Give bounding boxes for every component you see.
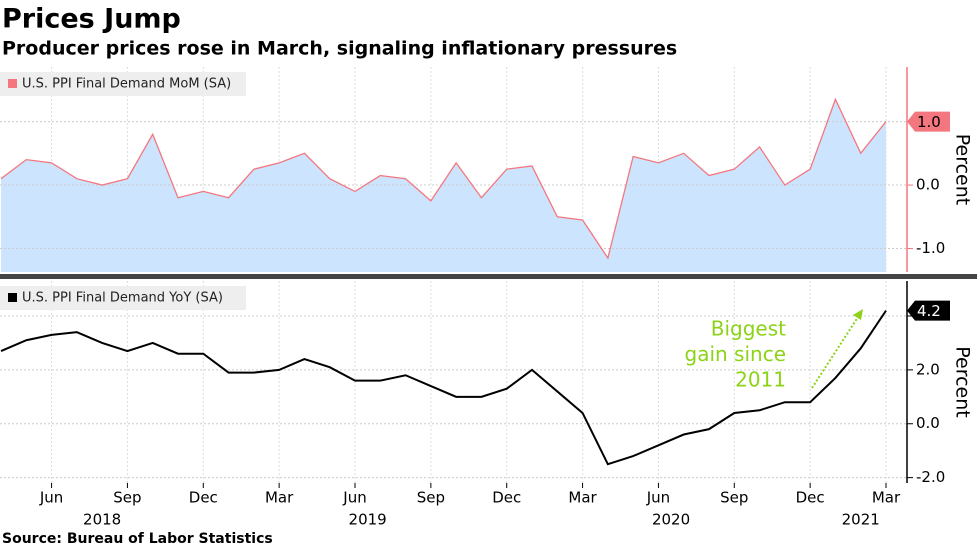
subtitle: Producer prices rose in March, signaling…: [2, 38, 677, 60]
annotation-arrow: [811, 313, 861, 389]
panel-separator: [0, 274, 977, 279]
legend-box: [0, 72, 246, 96]
y-axis-label: Percent: [952, 346, 974, 418]
year-label: 2020: [652, 511, 690, 529]
x-tick-label: Jun: [39, 489, 63, 507]
line: [0, 97, 887, 260]
legend-box: [0, 286, 246, 310]
x-tick-label: Mar: [872, 489, 901, 507]
x-tick-label: Dec: [492, 489, 521, 507]
x-tick-label: Jun: [646, 489, 670, 507]
x-tick-label: Dec: [796, 489, 825, 507]
end-label: 1.0: [917, 113, 941, 131]
x-tick-label: Sep: [720, 489, 748, 507]
legend-swatch: [8, 79, 17, 88]
end-tag: [907, 300, 950, 321]
end-tag: [907, 111, 950, 132]
year-label: 2021: [842, 511, 880, 529]
x-tick-label: Mar: [568, 489, 597, 507]
annotation: 2011: [735, 368, 786, 392]
x-tick-label: Mar: [265, 489, 294, 507]
legend-swatch: [8, 293, 17, 302]
x-tick-label: Sep: [417, 489, 445, 507]
line: [0, 310, 887, 466]
y-tick-label: 0.0: [916, 414, 940, 432]
annotation: Biggest: [711, 317, 786, 341]
area: [1, 99, 886, 272]
y-tick-label: 0.0: [916, 176, 940, 194]
y-axis-label: Percent: [952, 134, 974, 206]
y-tick-label: 2.0: [916, 360, 940, 378]
x-tick-label: Sep: [113, 489, 141, 507]
legend-label: U.S. PPI Final Demand MoM (SA): [22, 77, 231, 92]
year-label: 2019: [349, 511, 387, 529]
year-label: 2018: [83, 511, 121, 529]
x-tick-label: Jun: [342, 489, 366, 507]
source: Source: Bureau of Labor Statistics: [2, 531, 273, 547]
y-tick-label: -1.0: [916, 239, 945, 257]
annotation-arrowhead: [853, 309, 863, 320]
title: Prices Jump: [2, 4, 181, 35]
x-tick-label: Dec: [189, 489, 218, 507]
y-tick-label: -2.0: [916, 468, 945, 486]
annotation: gain since: [685, 342, 787, 366]
end-label: 4.2: [917, 302, 941, 320]
legend-label: U.S. PPI Final Demand YoY (SA): [22, 291, 223, 306]
